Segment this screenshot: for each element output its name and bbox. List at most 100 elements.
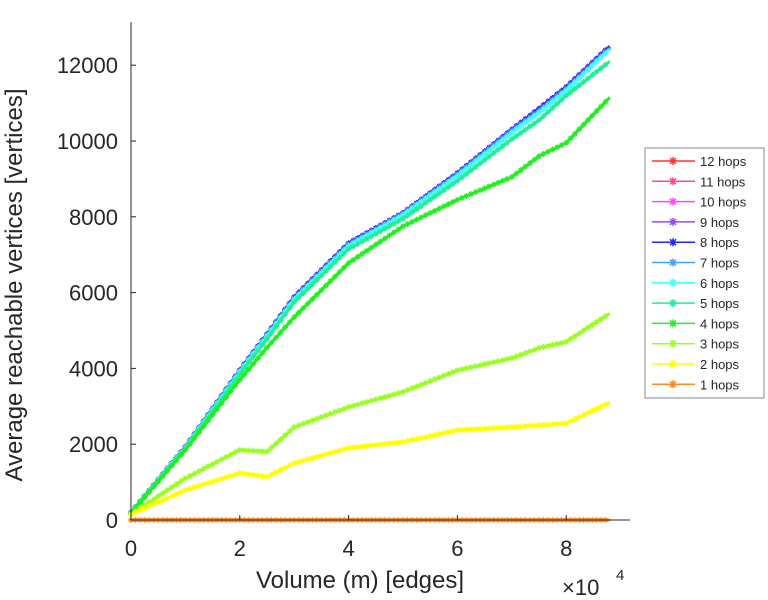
data-point bbox=[436, 431, 443, 438]
data-point bbox=[282, 464, 289, 471]
data-point bbox=[531, 156, 538, 163]
data-point bbox=[354, 237, 361, 244]
data-point bbox=[463, 165, 470, 172]
x-multiplier: ×10 bbox=[562, 575, 599, 600]
data-point bbox=[177, 478, 184, 485]
data-point bbox=[454, 177, 461, 184]
legend-label: 9 hops bbox=[700, 215, 740, 230]
data-point bbox=[490, 359, 497, 366]
data-point bbox=[359, 238, 366, 245]
data-point bbox=[214, 477, 221, 484]
series-3-hops bbox=[128, 312, 611, 518]
data-point bbox=[322, 412, 329, 419]
data-point bbox=[313, 291, 320, 298]
data-point bbox=[427, 210, 434, 217]
data-point bbox=[390, 391, 397, 398]
data-point bbox=[368, 230, 375, 237]
data-point bbox=[264, 473, 270, 480]
data-point bbox=[155, 478, 162, 485]
data-point bbox=[268, 444, 275, 451]
data-point bbox=[486, 153, 493, 160]
x-tick-label: 0 bbox=[125, 536, 137, 561]
data-point bbox=[508, 174, 515, 181]
data-point bbox=[232, 377, 239, 384]
data-point bbox=[468, 364, 474, 371]
data-point bbox=[309, 417, 316, 424]
data-point bbox=[300, 305, 307, 312]
data-point bbox=[513, 423, 520, 430]
data-point bbox=[580, 327, 587, 334]
data-point bbox=[313, 415, 320, 422]
series-line bbox=[129, 45, 611, 514]
data-point bbox=[436, 374, 443, 381]
data-point bbox=[602, 50, 609, 57]
data-point bbox=[593, 318, 600, 325]
data-point bbox=[418, 203, 425, 210]
data-point bbox=[563, 338, 570, 345]
data-point bbox=[598, 65, 605, 72]
data-point bbox=[449, 369, 456, 376]
data-point bbox=[558, 339, 565, 346]
data-point bbox=[304, 285, 311, 292]
data-point bbox=[372, 230, 379, 237]
data-point bbox=[495, 146, 502, 153]
data-point bbox=[495, 179, 502, 186]
data-point bbox=[431, 193, 438, 200]
data-point bbox=[205, 479, 212, 486]
data-point bbox=[513, 126, 520, 133]
data-point bbox=[241, 447, 248, 454]
data-point bbox=[304, 419, 311, 426]
data-point bbox=[368, 397, 375, 404]
data-point bbox=[186, 441, 193, 448]
data-point bbox=[146, 503, 153, 510]
ticks-layer: 0 2 4 6 8 0 2000 4000 6000 8000 10000 12000 bbox=[57, 53, 573, 561]
data-point bbox=[526, 160, 533, 167]
data-point bbox=[196, 468, 202, 475]
data-point bbox=[486, 147, 493, 154]
data-point bbox=[413, 435, 420, 442]
data-point bbox=[458, 366, 465, 373]
data-point bbox=[522, 119, 529, 126]
data-point bbox=[571, 85, 578, 92]
data-point bbox=[137, 499, 144, 506]
data-point bbox=[168, 462, 175, 469]
data-point bbox=[332, 273, 338, 280]
data-point bbox=[150, 501, 157, 508]
legend-item: 5 hops bbox=[652, 296, 740, 311]
data-point bbox=[354, 240, 361, 247]
data-point bbox=[309, 455, 316, 462]
data-point bbox=[508, 129, 515, 136]
data-point bbox=[168, 484, 175, 491]
data-point bbox=[173, 491, 180, 498]
data-point bbox=[540, 150, 547, 157]
data-point bbox=[381, 440, 388, 447]
data-point bbox=[332, 448, 338, 455]
data-point bbox=[589, 407, 596, 414]
data-point bbox=[458, 169, 465, 176]
data-point bbox=[191, 484, 198, 491]
data-point bbox=[209, 408, 216, 415]
data-point bbox=[395, 218, 402, 225]
data-point bbox=[200, 465, 207, 472]
data-point bbox=[409, 218, 416, 225]
data-point bbox=[536, 422, 542, 429]
data-point bbox=[576, 82, 583, 89]
data-point bbox=[227, 388, 234, 395]
data-point bbox=[545, 108, 552, 115]
data-point bbox=[186, 472, 193, 479]
data-point bbox=[227, 451, 234, 458]
legend-marker-icon bbox=[669, 380, 677, 389]
data-point bbox=[354, 401, 361, 408]
data-point bbox=[341, 250, 348, 257]
data-point bbox=[580, 412, 587, 419]
legend-marker-icon bbox=[669, 197, 677, 206]
data-point bbox=[368, 244, 375, 251]
data-point bbox=[468, 162, 474, 169]
data-point bbox=[363, 232, 370, 239]
data-point bbox=[472, 363, 479, 370]
data-point bbox=[341, 247, 348, 254]
legend-marker-icon bbox=[669, 278, 677, 287]
data-point bbox=[273, 334, 280, 341]
data-point bbox=[481, 185, 488, 192]
data-point bbox=[454, 367, 461, 374]
